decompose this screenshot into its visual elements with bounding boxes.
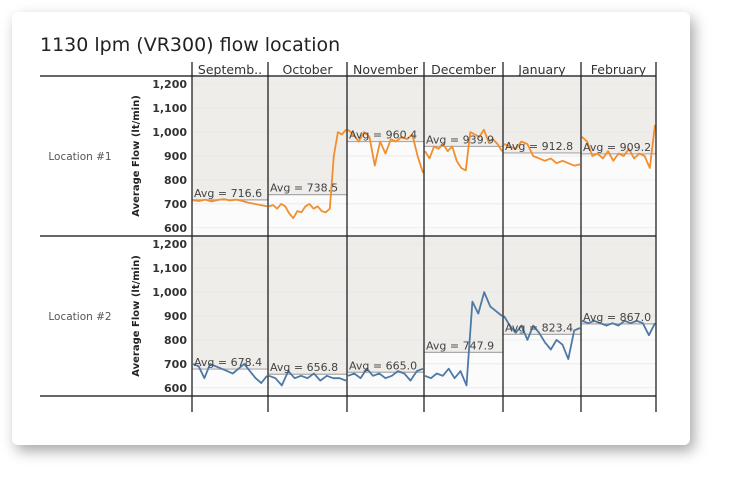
- y-tick-label: 800: [164, 334, 187, 347]
- column-header: October: [282, 62, 333, 77]
- series-line: [192, 362, 268, 384]
- average-label: Avg = 678.4: [194, 356, 262, 369]
- series-line: [347, 367, 424, 382]
- average-label: Avg = 656.8: [270, 361, 338, 374]
- average-label: Avg = 716.6: [194, 187, 262, 200]
- y-tick-label: 1,000: [152, 286, 187, 299]
- series-line: [192, 198, 268, 208]
- reference-band: [347, 237, 424, 373]
- average-label: Avg = 747.9: [426, 339, 494, 352]
- series-line: [424, 291, 503, 387]
- y-tick-label: 600: [164, 382, 187, 395]
- row-label: Location #2: [48, 311, 111, 323]
- reference-band: [581, 77, 656, 154]
- series-line: [581, 124, 656, 169]
- average-label: Avg = 960.4: [349, 129, 417, 142]
- y-tick-label: 1,100: [152, 102, 187, 115]
- y-axis-title: Average Flow (lt/min): [131, 95, 142, 217]
- average-label: Avg = 738.5: [270, 182, 338, 195]
- reference-band: [424, 77, 503, 147]
- column-header: February: [591, 62, 647, 77]
- y-tick-label: 1,200: [152, 238, 187, 251]
- y-tick-label: 800: [164, 174, 187, 187]
- reference-band: [192, 77, 268, 200]
- series-line: [503, 140, 581, 167]
- average-label: Avg = 823.4: [505, 321, 573, 334]
- reference-band: [347, 77, 424, 142]
- average-label: Avg = 939.9: [426, 133, 494, 146]
- reference-band: [581, 237, 656, 324]
- y-tick-label: 1,100: [152, 262, 187, 275]
- column-header: November: [353, 62, 419, 77]
- y-tick-label: 1,000: [152, 126, 187, 139]
- reference-band: [503, 237, 581, 335]
- column-header: Septemb..: [198, 62, 262, 77]
- average-label: Avg = 912.8: [505, 140, 573, 153]
- series-line: [581, 319, 656, 337]
- reference-band: [192, 237, 268, 370]
- y-tick-label: 700: [164, 358, 187, 371]
- series-line: [424, 128, 503, 172]
- column-header: December: [431, 62, 497, 77]
- y-tick-label: 600: [164, 222, 187, 235]
- chart-title: 1130 lpm (VR300) flow location: [40, 34, 341, 56]
- reference-band: [268, 77, 347, 195]
- y-tick-label: 900: [164, 150, 187, 163]
- average-label: Avg = 665.0: [349, 359, 417, 372]
- reference-band: [268, 237, 347, 375]
- series-line: [347, 129, 424, 174]
- reference-band: [503, 77, 581, 153]
- reference-band: [424, 237, 503, 353]
- y-tick-label: 900: [164, 310, 187, 323]
- y-axis-title: Average Flow (lt/min): [131, 255, 142, 377]
- column-header: January: [517, 62, 566, 77]
- y-tick-label: 1,200: [152, 78, 187, 91]
- series-line: [503, 315, 581, 361]
- y-tick-label: 700: [164, 198, 187, 211]
- average-label: Avg = 867.0: [583, 311, 651, 324]
- row-label: Location #1: [48, 151, 111, 163]
- series-line: [268, 370, 347, 387]
- average-label: Avg = 909.2: [583, 141, 651, 154]
- series-line: [268, 129, 347, 220]
